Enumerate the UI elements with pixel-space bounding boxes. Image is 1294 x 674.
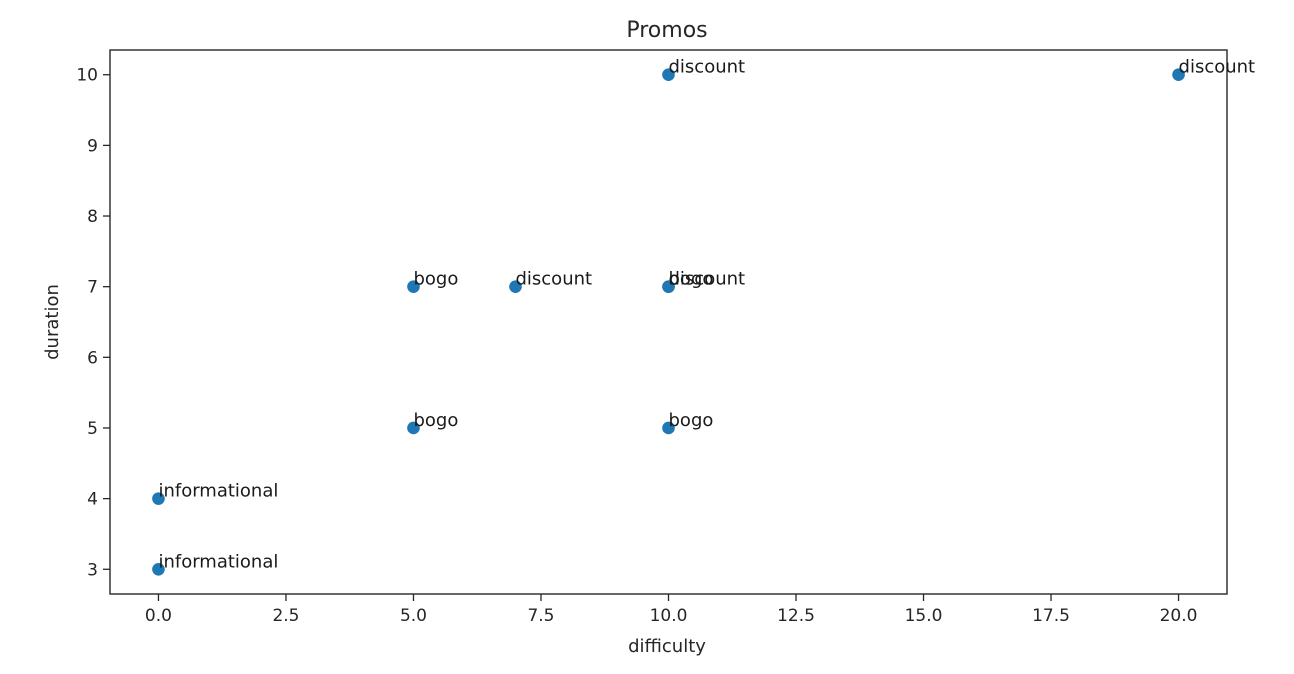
data-point-label: informational <box>158 481 278 502</box>
x-axis-ticks: 0.0 2.5 5.0 7.5 10.0 12.5 15.0 17.5 20.0 <box>145 594 1198 626</box>
y-axis-label: duration <box>42 284 63 360</box>
data-point <box>662 421 675 435</box>
data-point <box>407 421 420 435</box>
data-point-label: bogo <box>669 410 714 431</box>
x-axis-label: difficulty <box>628 636 706 657</box>
x-tick-label: 20.0 <box>1160 606 1198 626</box>
y-tick-label: 10 <box>76 66 98 86</box>
y-tick-label: 3 <box>87 560 98 580</box>
plot-frame <box>109 49 1228 595</box>
x-tick-label: 15.0 <box>905 606 943 626</box>
point-labels: bogoinformationalinformationalbogodiscou… <box>158 57 1255 573</box>
y-tick-label: 7 <box>87 278 98 298</box>
x-tick-label: 17.5 <box>1032 606 1070 626</box>
data-point-label: discount <box>669 269 746 290</box>
data-point <box>152 492 165 505</box>
x-tick-label: 7.5 <box>527 606 554 626</box>
data-point-label: discount <box>515 269 592 290</box>
y-tick-label: 8 <box>87 207 98 227</box>
data-point <box>662 68 675 82</box>
data-point <box>662 280 675 293</box>
data-point <box>407 280 420 293</box>
y-tick-label: 6 <box>87 348 98 368</box>
data-point-label: informational <box>158 551 278 572</box>
data-point-label: bogo <box>413 410 458 431</box>
data-points <box>152 68 1185 576</box>
data-point <box>509 280 522 293</box>
y-axis-ticks: 3 4 5 6 7 8 9 10 <box>76 66 110 580</box>
x-tick-label: 10.0 <box>650 606 688 626</box>
x-tick-label: 12.5 <box>777 606 815 626</box>
data-point-label: discount <box>1179 57 1256 78</box>
x-tick-label: 2.5 <box>272 606 299 626</box>
data-point-label: discount <box>669 57 746 78</box>
data-point-label: bogo <box>413 269 458 290</box>
y-tick-label: 4 <box>87 490 98 510</box>
x-tick-label: 5.0 <box>400 606 427 626</box>
data-point <box>152 562 165 576</box>
data-point <box>1172 68 1185 82</box>
chart-title: Promos <box>626 18 707 43</box>
data-point-label: bogo <box>669 269 714 290</box>
y-tick-label: 5 <box>87 419 98 439</box>
y-tick-label: 9 <box>87 136 98 156</box>
x-tick-label: 0.0 <box>145 606 172 626</box>
